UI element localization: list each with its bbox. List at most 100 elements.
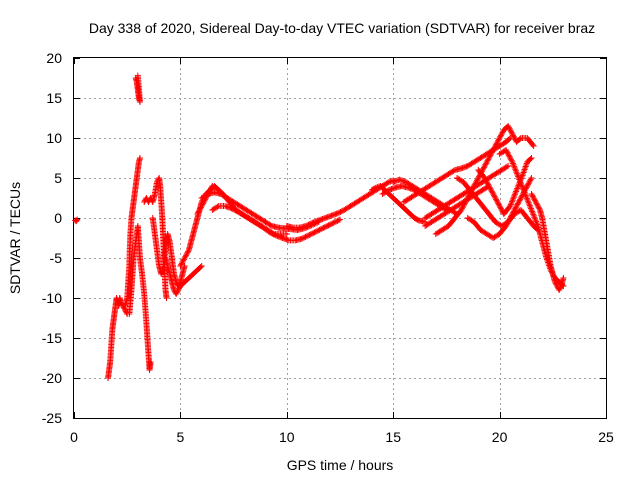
data-point	[472, 180, 479, 187]
data-point	[269, 230, 276, 237]
data-point	[305, 221, 312, 228]
data-point	[308, 230, 315, 237]
data-point	[522, 192, 529, 199]
data-point	[493, 196, 500, 203]
data-point	[521, 166, 528, 173]
data-point	[507, 155, 514, 161]
data-point	[460, 203, 467, 209]
data-point	[488, 188, 495, 195]
data-point	[514, 170, 521, 177]
data-point	[528, 191, 535, 197]
data-point	[495, 201, 502, 208]
data-point	[533, 218, 540, 225]
data-point	[200, 199, 207, 205]
data-point	[329, 220, 336, 227]
data-point	[527, 205, 534, 212]
data-point	[523, 184, 530, 191]
data-point	[74, 216, 81, 223]
data-point	[267, 222, 274, 229]
series-points	[400, 135, 514, 205]
data-point	[527, 156, 534, 162]
data-point	[298, 235, 305, 242]
data-point	[529, 208, 536, 215]
data-point	[510, 209, 517, 216]
data-point	[485, 181, 492, 188]
data-point	[493, 141, 500, 148]
data-point	[532, 197, 539, 204]
data-point	[507, 215, 514, 221]
data-point	[486, 184, 493, 191]
data-point	[509, 197, 516, 204]
data-point	[384, 187, 391, 194]
data-point	[173, 291, 180, 297]
data-point	[494, 139, 501, 145]
data-points	[72, 72, 567, 381]
data-point	[488, 187, 495, 193]
data-point	[481, 163, 488, 169]
data-point	[530, 211, 537, 218]
data-point	[519, 183, 526, 190]
x-tick-label: 0	[70, 429, 78, 445]
data-point	[494, 199, 501, 205]
data-point	[320, 224, 327, 231]
data-point	[518, 180, 525, 187]
data-point	[512, 204, 519, 211]
data-point	[497, 133, 504, 140]
data-point	[505, 124, 512, 131]
data-point	[497, 204, 504, 211]
data-point	[490, 147, 497, 153]
data-point	[495, 200, 502, 207]
data-point	[510, 208, 517, 215]
data-point	[270, 231, 277, 238]
data-point	[528, 155, 535, 161]
data-point	[484, 180, 491, 187]
data-point	[531, 214, 538, 221]
data-point	[331, 219, 338, 226]
data-point	[463, 196, 470, 203]
data-point	[473, 179, 480, 185]
data-point	[499, 129, 506, 136]
data-point	[197, 264, 204, 270]
plot-frame	[73, 57, 607, 419]
data-point	[508, 157, 515, 164]
data-point	[515, 199, 522, 205]
data-point	[483, 177, 490, 184]
data-point	[505, 163, 512, 169]
series-points	[122, 155, 143, 309]
data-point	[512, 189, 519, 196]
data-point	[493, 197, 500, 204]
series-points	[528, 191, 567, 293]
data-point	[510, 194, 517, 201]
x-tick-label: 25	[598, 429, 614, 445]
data-point	[198, 203, 205, 209]
data-point	[480, 164, 487, 171]
data-point	[503, 148, 510, 155]
data-point	[198, 263, 205, 269]
data-point	[560, 275, 567, 281]
data-point	[523, 193, 530, 200]
data-point	[512, 167, 519, 174]
data-point	[495, 136, 502, 143]
data-point	[533, 220, 540, 227]
data-point	[496, 135, 503, 141]
data-point	[481, 175, 488, 181]
data-point	[513, 187, 520, 193]
data-point	[485, 155, 492, 161]
data-point	[526, 202, 533, 209]
y-tick-label: -10	[42, 290, 62, 306]
data-point	[520, 188, 527, 195]
data-point	[522, 163, 529, 170]
data-point	[73, 217, 80, 224]
data-point	[200, 200, 207, 207]
data-point	[506, 204, 513, 211]
data-point	[511, 164, 518, 171]
y-tick-label: 20	[46, 50, 62, 66]
data-point	[283, 231, 290, 237]
data-point	[512, 166, 519, 173]
data-point	[463, 197, 470, 204]
data-point	[511, 135, 518, 141]
data-point	[485, 156, 492, 163]
series-points	[464, 175, 535, 241]
data-point	[471, 183, 478, 189]
data-point	[306, 221, 313, 228]
